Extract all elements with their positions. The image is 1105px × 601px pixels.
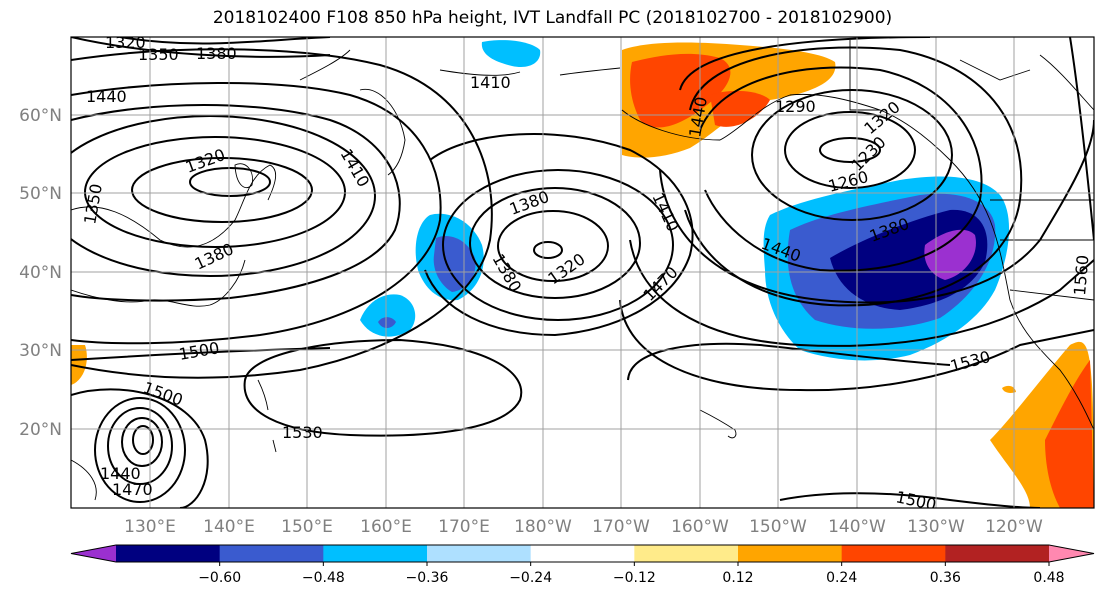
lon-label: 160°W xyxy=(671,517,729,537)
lat-label: 30°N xyxy=(19,341,62,361)
contour-label: 1530 xyxy=(282,423,323,442)
colorbar-tick-label: −0.12 xyxy=(613,570,656,586)
lon-label: 140°E xyxy=(203,517,255,537)
lat-label: 50°N xyxy=(19,184,62,204)
contour-label: 1320 xyxy=(105,33,146,52)
colorbar-swatch xyxy=(738,545,843,562)
lon-label: 170°E xyxy=(438,517,490,537)
contour-label: 1290 xyxy=(775,97,816,116)
contour-label: 1440 xyxy=(100,464,141,483)
lon-label: 120°W xyxy=(985,517,1043,537)
colorbar-swatch xyxy=(945,545,1050,562)
colorbar-swatch xyxy=(841,545,946,562)
colorbar: −0.60 −0.48 −0.36 −0.24 −0.12 0.12 0.24 0.36 0.4… xyxy=(70,544,1095,586)
contour-label: 1560 xyxy=(1070,254,1092,296)
longitude-labels: 130°E 140°E 150°E 160°E 170°E 180°W 170°… xyxy=(124,517,1043,537)
lon-label: 150°E xyxy=(281,517,333,537)
colorbar-tick-label: −0.36 xyxy=(406,570,449,586)
colorbar-swatch xyxy=(219,545,324,562)
lon-label: 180°W xyxy=(514,517,572,537)
contour-label: 1500 xyxy=(894,487,938,514)
colorbar-tick-label: −0.60 xyxy=(198,570,241,586)
map-title: 2018102400 F108 850 hPa height, IVT Land… xyxy=(212,8,893,28)
graticule xyxy=(71,37,1094,508)
lat-label: 40°N xyxy=(19,263,62,283)
map-frame xyxy=(70,36,1095,509)
lon-label: 130°E xyxy=(124,517,176,537)
colorbar-tick-label: 0.36 xyxy=(930,570,961,586)
lon-label: 150°W xyxy=(749,517,807,537)
colorbar-outline xyxy=(70,544,1095,563)
lat-label: 20°N xyxy=(19,420,62,440)
colorbar-swatch xyxy=(427,545,532,562)
colorbar-tick-label: −0.24 xyxy=(509,570,552,586)
lat-label: 60°N xyxy=(19,106,62,126)
height-contours xyxy=(71,37,1094,508)
latitude-labels: 60°N 50°N 40°N 30°N 20°N xyxy=(19,106,62,440)
colorbar-swatch xyxy=(530,545,635,562)
contour-label: 1350 xyxy=(138,45,179,64)
contour-label: 1440 xyxy=(86,87,127,106)
lon-label: 130°W xyxy=(907,517,965,537)
lon-label: 160°E xyxy=(360,517,412,537)
colorbar-swatch xyxy=(71,545,116,562)
colorbar-swatch xyxy=(323,545,428,562)
colorbar-tick-label: 0.48 xyxy=(1033,570,1064,586)
lon-label: 170°W xyxy=(592,517,650,537)
contour-label: 1410 xyxy=(470,73,511,92)
colorbar-swatch xyxy=(1049,545,1094,562)
colorbar-tick-label: 0.12 xyxy=(722,570,753,586)
contour-label: 1380 xyxy=(196,44,237,63)
colorbar-swatch xyxy=(634,545,739,562)
contour-label: 1470 xyxy=(112,480,153,499)
colorbar-tick-label: 0.24 xyxy=(826,570,857,586)
colorbar-swatch xyxy=(116,545,221,562)
lon-label: 140°W xyxy=(828,517,886,537)
colorbar-tick-label: −0.48 xyxy=(302,570,345,586)
